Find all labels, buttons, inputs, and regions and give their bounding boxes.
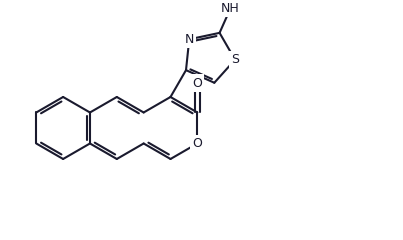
Text: N: N [185,33,194,46]
Text: S: S [231,53,239,66]
Text: NH: NH [221,2,240,15]
Text: O: O [192,77,202,90]
Text: O: O [192,137,202,150]
